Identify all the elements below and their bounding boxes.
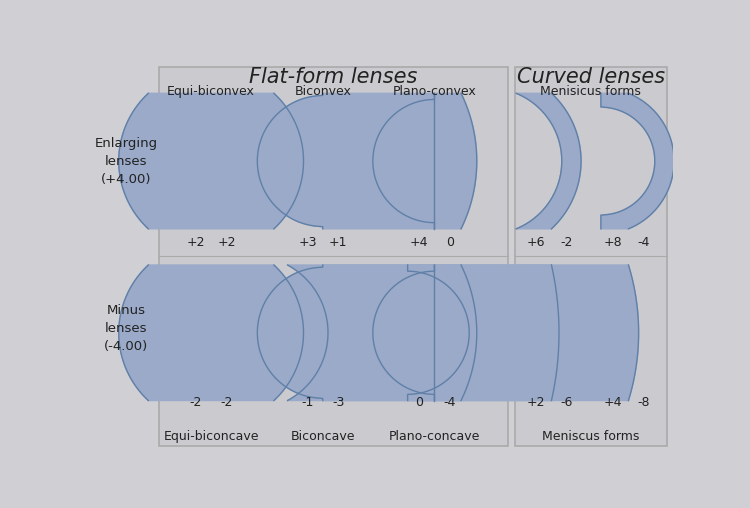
Text: -3: -3 xyxy=(332,396,344,408)
Text: Plano-convex: Plano-convex xyxy=(392,85,476,98)
Polygon shape xyxy=(373,93,434,229)
Text: -1: -1 xyxy=(302,396,313,408)
Text: Biconcave: Biconcave xyxy=(290,430,355,443)
Polygon shape xyxy=(408,265,639,400)
Bar xyxy=(159,67,509,446)
Polygon shape xyxy=(118,265,304,400)
Text: +1: +1 xyxy=(329,236,347,249)
Text: +4: +4 xyxy=(604,396,622,408)
Text: -8: -8 xyxy=(638,396,650,408)
Text: +4: +4 xyxy=(410,236,428,249)
Text: -4: -4 xyxy=(444,396,456,408)
Text: Equi-biconcave: Equi-biconcave xyxy=(164,430,259,443)
Text: -6: -6 xyxy=(561,396,573,408)
Text: -4: -4 xyxy=(638,236,650,249)
Text: -2: -2 xyxy=(561,236,573,249)
Polygon shape xyxy=(118,93,304,229)
Polygon shape xyxy=(257,265,477,400)
Text: Equi-biconvex: Equi-biconvex xyxy=(167,85,255,98)
Text: Enlarging
lenses
(+4.00): Enlarging lenses (+4.00) xyxy=(94,137,158,185)
Text: 0: 0 xyxy=(446,236,454,249)
Text: -2: -2 xyxy=(220,396,232,408)
Text: Plano-concave: Plano-concave xyxy=(388,430,480,443)
Text: Biconvex: Biconvex xyxy=(294,85,351,98)
Text: +2: +2 xyxy=(526,396,545,408)
Bar xyxy=(514,67,667,446)
Polygon shape xyxy=(287,265,559,400)
Text: Minus
lenses
(-4.00): Minus lenses (-4.00) xyxy=(104,304,148,354)
Text: +3: +3 xyxy=(298,236,316,249)
Text: Flat-form lenses: Flat-form lenses xyxy=(249,67,418,87)
Polygon shape xyxy=(601,93,674,229)
Polygon shape xyxy=(516,93,581,229)
Polygon shape xyxy=(373,265,434,400)
Text: +8: +8 xyxy=(604,236,622,249)
Text: +2: +2 xyxy=(187,236,205,249)
Text: +2: +2 xyxy=(217,236,236,249)
Polygon shape xyxy=(257,93,477,229)
Text: Meniscus forms: Meniscus forms xyxy=(542,430,640,443)
Text: 0: 0 xyxy=(415,396,423,408)
Text: -2: -2 xyxy=(190,396,202,408)
Text: Curved lenses: Curved lenses xyxy=(517,67,664,87)
Text: Menisicus forms: Menisicus forms xyxy=(540,85,641,98)
Text: +6: +6 xyxy=(526,236,545,249)
